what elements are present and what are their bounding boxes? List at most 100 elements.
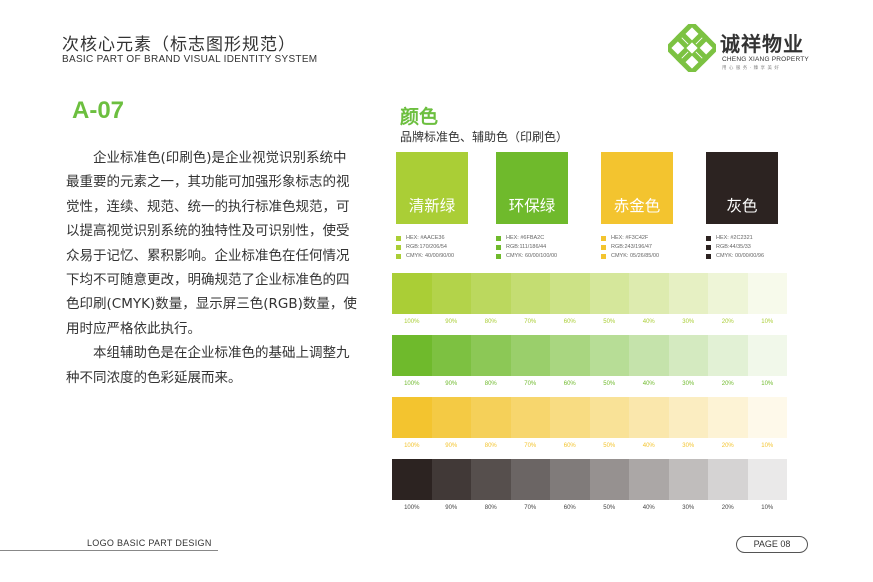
color-dot xyxy=(396,236,401,241)
tint-percent-label: 30% xyxy=(682,505,695,511)
tint-percent-label: 30% xyxy=(682,381,695,387)
tint-percent-label: 10% xyxy=(761,381,774,387)
tint-percent-label: 50% xyxy=(603,319,616,325)
color-dot xyxy=(396,254,401,259)
color-spec-line: CMYK: 05/26/85/00 xyxy=(601,252,693,261)
color-spec-line: HEX: #2C2321 xyxy=(706,234,798,243)
tint-cell xyxy=(471,335,511,376)
tint-cell xyxy=(668,397,708,438)
color-spec-text: HEX: #AACE36 xyxy=(406,235,445,241)
tint-percent-label: 60% xyxy=(563,319,576,325)
color-spec-text: CMYK: 40/00/90/00 xyxy=(406,253,455,259)
tint-cell xyxy=(510,335,550,376)
tint-percent-label: 70% xyxy=(524,381,537,387)
color-dot xyxy=(601,245,606,250)
color-dot xyxy=(706,254,711,259)
color-spec-line: CMYK: 40/00/90/00 xyxy=(396,252,488,261)
tint-percent-label: 70% xyxy=(524,505,537,511)
color-spec: HEX: #2C2321 RGB:44/35/33 CMYK: 00/00/00/9… xyxy=(706,234,798,261)
tint-percent-label: 100% xyxy=(404,381,420,387)
tint-labels: 100% 90% 80% 70% 60% 50% 40% 30% 20% 10% xyxy=(392,319,787,325)
color-spec-text: RGB:111/186/44 xyxy=(506,244,547,250)
page-number-badge: PAGE 08 xyxy=(736,536,808,553)
tint-percent-label: 90% xyxy=(445,443,458,449)
tint-percent-label: 80% xyxy=(484,381,497,387)
tint-cell xyxy=(550,397,590,438)
color-dot xyxy=(601,254,606,259)
tint-cell xyxy=(510,397,550,438)
page-subtitle: BASIC PART OF BRAND VISUAL IDENTITY SYST… xyxy=(62,54,318,65)
tint-percent-label: 100% xyxy=(404,319,420,325)
tint-percent-label: 40% xyxy=(642,381,655,387)
tint-percent-label: 50% xyxy=(603,381,616,387)
tint-cell xyxy=(392,335,432,376)
tint-cell xyxy=(550,335,590,376)
tint-cell xyxy=(629,397,669,438)
brand-knot-icon xyxy=(668,24,716,72)
tint-bar xyxy=(392,397,787,438)
color-spec-text: HEX: #6FBA2C xyxy=(506,235,545,241)
description: 企业标准色(印刷色)是企业视觉识别系统中最重要的元素之一，其功能可加强形象标志的… xyxy=(66,146,358,390)
tint-cell xyxy=(589,273,629,314)
color-spec-text: RGB:170/206/54 xyxy=(406,244,447,250)
tint-percent-label: 70% xyxy=(524,443,537,449)
tint-cell xyxy=(431,397,471,438)
color-spec-text: CMYK: 05/26/85/00 xyxy=(611,253,660,259)
color-spec: HEX: #AACE36 RGB:170/206/54 CMYK: 40/00/90… xyxy=(396,234,488,261)
tint-cell xyxy=(747,459,787,500)
section-code: A-07 xyxy=(72,97,125,124)
tint-percent-label: 80% xyxy=(484,319,497,325)
tint-bar xyxy=(392,459,787,500)
logo-name-cn: 诚祥物业 xyxy=(720,32,804,56)
tint-cell xyxy=(708,335,748,376)
tint-cell xyxy=(471,459,511,500)
tint-cell xyxy=(550,273,590,314)
tint-bar xyxy=(392,273,787,314)
tint-percent-label: 20% xyxy=(721,381,734,387)
tint-cell xyxy=(471,397,511,438)
tint-percent-label: 90% xyxy=(445,319,458,325)
brand-logo: 诚祥物业 CHENG XIANG PROPERTY 用 心 服 务 · 臻 享 … xyxy=(668,24,818,72)
footer-divider xyxy=(0,550,218,551)
tint-cell xyxy=(510,459,550,500)
tint-cell xyxy=(471,273,511,314)
color-section-title: 颜色 xyxy=(400,106,439,128)
color-dot xyxy=(496,236,501,241)
color-section-subtitle: 品牌标准色、辅助色（印刷色） xyxy=(400,130,569,144)
tint-percent-label: 10% xyxy=(761,505,774,511)
tint-percent-label: 60% xyxy=(563,505,576,511)
tint-labels: 100% 90% 80% 70% 60% 50% 40% 30% 20% 10% xyxy=(392,381,787,387)
color-spec-line: RGB:243/196/47 xyxy=(601,243,693,252)
tint-percent-label: 80% xyxy=(484,443,497,449)
color-dot xyxy=(706,236,711,241)
tint-cell xyxy=(589,459,629,500)
tint-cell xyxy=(668,335,708,376)
color-dot xyxy=(706,245,711,250)
color-swatch: 灰色 xyxy=(706,152,778,224)
tint-labels: 100% 90% 80% 70% 60% 50% 40% 30% 20% 10% xyxy=(392,443,787,449)
tint-cell xyxy=(392,459,432,500)
tint-percent-label: 50% xyxy=(603,443,616,449)
tint-cell xyxy=(747,335,787,376)
tint-percent-label: 20% xyxy=(721,443,734,449)
tint-percent-label: 10% xyxy=(761,443,774,449)
tint-percent-label: 60% xyxy=(563,381,576,387)
color-spec-line: CMYK: 00/00/00/96 xyxy=(706,252,798,261)
tint-cell xyxy=(708,397,748,438)
tint-percent-label: 60% xyxy=(563,443,576,449)
color-spec-text: HEX: #2C2321 xyxy=(716,235,753,241)
tint-percent-label: 90% xyxy=(445,505,458,511)
color-spec-text: HEX: #F3C42F xyxy=(611,235,649,241)
tint-cell xyxy=(629,273,669,314)
color-dot xyxy=(396,245,401,250)
tint-percent-label: 90% xyxy=(445,381,458,387)
page-title: 次核心元素（标志图形规范） xyxy=(62,35,296,55)
tint-percent-label: 30% xyxy=(682,319,695,325)
color-dot xyxy=(601,236,606,241)
tint-percent-label: 10% xyxy=(761,319,774,325)
description-paragraph-1: 企业标准色(印刷色)是企业视觉识别系统中最重要的元素之一，其功能可加强形象标志的… xyxy=(66,150,357,337)
tint-cell xyxy=(747,273,787,314)
color-spec-line: HEX: #AACE36 xyxy=(396,234,488,243)
color-spec-line: RGB:44/35/33 xyxy=(706,243,798,252)
tint-percent-label: 30% xyxy=(682,443,695,449)
